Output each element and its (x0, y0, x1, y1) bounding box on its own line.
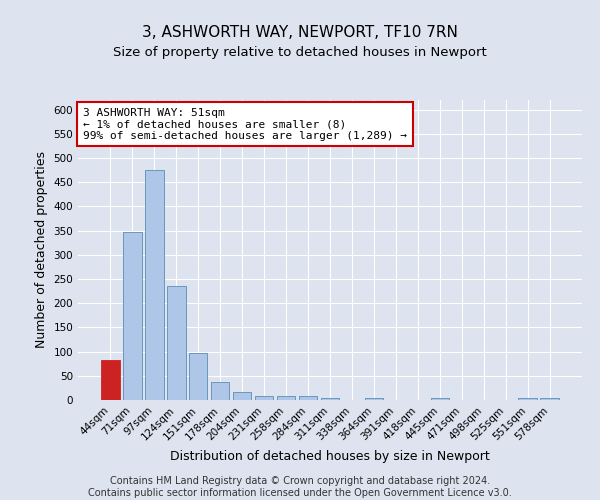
Text: 3, ASHWORTH WAY, NEWPORT, TF10 7RN: 3, ASHWORTH WAY, NEWPORT, TF10 7RN (142, 25, 458, 40)
Bar (189, 353, 208, 400)
Text: Size of property relative to detached houses in Newport: Size of property relative to detached ho… (113, 46, 487, 59)
Bar (320, 398, 340, 400)
Bar (431, 398, 449, 400)
Bar (255, 396, 274, 400)
Bar (233, 392, 251, 400)
Bar (167, 286, 185, 400)
Bar (541, 398, 559, 400)
Bar (299, 396, 317, 400)
Bar (211, 382, 229, 400)
Bar (518, 398, 537, 400)
Bar (365, 398, 383, 400)
Bar (277, 396, 295, 400)
Y-axis label: Number of detached properties: Number of detached properties (35, 152, 48, 348)
X-axis label: Distribution of detached houses by size in Newport: Distribution of detached houses by size … (170, 450, 490, 463)
Text: 3 ASHWORTH WAY: 51sqm
← 1% of detached houses are smaller (8)
99% of semi-detach: 3 ASHWORTH WAY: 51sqm ← 1% of detached h… (83, 108, 407, 140)
Text: Contains HM Land Registry data © Crown copyright and database right 2024.
Contai: Contains HM Land Registry data © Crown c… (88, 476, 512, 498)
Bar (123, 232, 142, 400)
Bar (145, 170, 164, 400)
Bar (101, 360, 119, 400)
